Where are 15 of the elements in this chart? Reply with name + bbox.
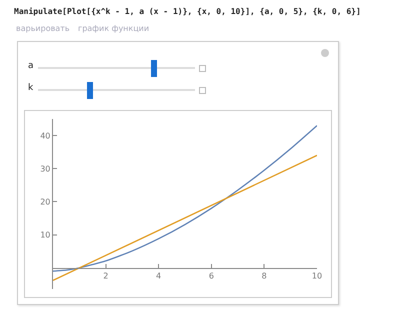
x-tick-label: 4 [156,271,162,280]
text: варьировать [16,24,70,33]
y-tick-label: 20 [40,197,50,206]
chart-title: Manipulate[Plot[{x^k - 1, a (x - 1)}, {x, 0, 10}], {a, 0, 5}, {k, 0, 6}] [14,7,361,16]
x-tick-label: 8 [262,271,267,280]
text: a [28,61,34,71]
y-tick-label: 10 [40,230,50,240]
x-tick-label: 6 [208,271,214,280]
y-tick-label: 30 [40,164,50,174]
line-series [53,124,317,272]
text: график функции [78,24,150,33]
y-tick-label: 40 [40,131,50,140]
x-tick-label: 10 [312,271,322,280]
x-tick-label: 2 [103,271,108,280]
text: k [28,83,34,93]
